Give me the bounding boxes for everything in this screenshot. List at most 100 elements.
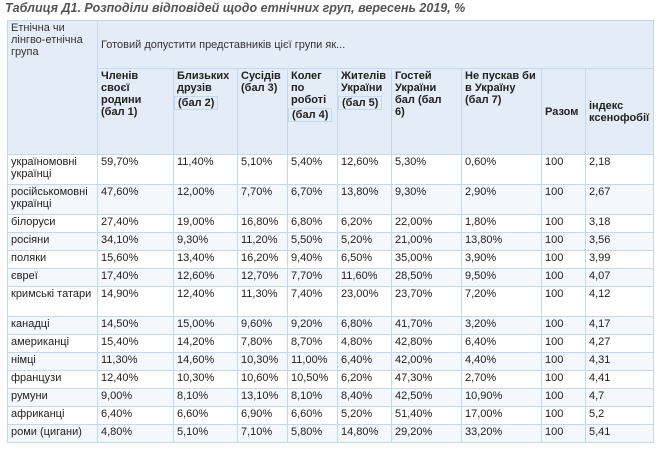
group-name-cell: румуни — [7, 388, 98, 407]
value-cell: 21,00% — [391, 232, 462, 251]
value-cell: 4,80% — [337, 334, 392, 353]
value-cell: 11,00% — [287, 352, 338, 371]
value-cell: 3,20% — [461, 316, 542, 335]
value-cell: 9,40% — [287, 250, 338, 269]
group-name-cell: російськомовні українці — [7, 184, 98, 215]
header-col-friends: Близьких друзів (бал 2) — [173, 68, 238, 155]
value-cell: 7,40% — [287, 286, 338, 317]
header-col-guests: Гостей України бал (бал 6) — [391, 68, 462, 155]
value-cell: 42,50% — [391, 388, 462, 407]
value-cell: 6,60% — [287, 406, 338, 425]
value-cell: 47,60% — [97, 184, 174, 215]
value-cell: 17,00% — [461, 406, 542, 425]
table-row: поляки 15,60% 13,40% 16,20% 9,40% 6,50% 35,00%… — [7, 250, 655, 269]
value-cell: 6,80% — [337, 316, 392, 335]
value-cell: 5,20% — [337, 406, 392, 425]
group-name-cell: україномовні українці — [7, 154, 98, 185]
xenophobia-index-cell: 4,07 — [584, 268, 655, 287]
group-name-cell: французи — [7, 370, 98, 389]
total-cell: 100 — [541, 286, 586, 317]
header-col-xenophobia-index: індекс ксенофобії — [584, 68, 655, 155]
value-cell: 11,30% — [97, 352, 174, 371]
total-cell: 100 — [541, 316, 586, 335]
header-col-family: Членів своєї родини (бал 1) — [97, 68, 174, 155]
value-cell: 15,40% — [97, 334, 174, 353]
value-cell: 5,20% — [337, 232, 392, 251]
table-caption: Таблиця Д1. Розподіли відповідей щодо ет… — [5, 1, 466, 15]
value-cell: 9,30% — [391, 184, 462, 215]
value-cell: 4,40% — [461, 352, 542, 371]
xenophobia-index-cell: 2,67 — [584, 184, 655, 215]
xenophobia-index-cell: 5,2 — [584, 406, 655, 425]
total-cell: 100 — [541, 214, 586, 233]
value-cell: 6,90% — [237, 406, 288, 425]
value-cell: 14,60% — [173, 352, 238, 371]
xenophobia-index-cell: 4,17 — [584, 316, 655, 335]
value-cell: 7,20% — [461, 286, 542, 317]
header-col-residents: Жителів України (бал 5) — [337, 68, 392, 155]
value-cell: 12,40% — [97, 370, 174, 389]
xenophobia-index-cell: 2,18 — [584, 154, 655, 185]
value-cell: 12,00% — [173, 184, 238, 215]
value-cell: 8,70% — [287, 334, 338, 353]
total-cell: 100 — [541, 406, 586, 425]
value-cell: 2,70% — [461, 370, 542, 389]
value-cell: 14,90% — [97, 286, 174, 317]
table-row: африканці 6,40% 6,60% 6,90% 6,60% 5,20% 51,40%… — [7, 406, 655, 425]
xenophobia-index-cell: 4,27 — [584, 334, 655, 353]
xenophobia-index-cell: 3,56 — [584, 232, 655, 251]
value-cell: 5,50% — [287, 232, 338, 251]
total-cell: 100 — [541, 424, 586, 443]
value-cell: 7,80% — [237, 334, 288, 353]
header-col-total: Разом — [541, 68, 586, 155]
value-cell: 23,00% — [337, 286, 392, 317]
value-cell: 41,70% — [391, 316, 462, 335]
value-cell: 23,70% — [391, 286, 462, 317]
total-cell: 100 — [541, 388, 586, 407]
xenophobia-index-cell: 3,99 — [584, 250, 655, 269]
value-cell: 1,80% — [461, 214, 542, 233]
value-cell: 47,30% — [391, 370, 462, 389]
table-row: євреї 17,40% 12,60% 12,70% 7,70% 11,60% 28,50%… — [7, 268, 655, 287]
value-cell: 42,00% — [391, 352, 462, 371]
header-ethnic-group: Етнічна чи лінгво-етнічна група — [7, 20, 98, 155]
value-cell: 16,80% — [237, 214, 288, 233]
table-row: американці 15,40% 14,20% 7,80% 8,70% 4,80% 42,… — [7, 334, 655, 353]
value-cell: 5,10% — [237, 154, 288, 185]
value-cell: 9,30% — [173, 232, 238, 251]
total-cell: 100 — [541, 232, 586, 251]
group-name-cell: роми (цигани) — [7, 424, 98, 443]
value-cell: 6,20% — [337, 214, 392, 233]
value-cell: 11,20% — [237, 232, 288, 251]
value-cell: 16,20% — [237, 250, 288, 269]
group-name-cell: африканці — [7, 406, 98, 425]
value-cell: 13,10% — [237, 388, 288, 407]
total-cell: 100 — [541, 184, 586, 215]
value-cell: 6,20% — [337, 370, 392, 389]
value-cell: 9,50% — [461, 268, 542, 287]
total-cell: 100 — [541, 352, 586, 371]
value-cell: 6,70% — [287, 184, 338, 215]
header-col-neighbors: Сусідів (бал 3) — [237, 68, 288, 155]
value-cell: 12,40% — [173, 286, 238, 317]
value-cell: 15,00% — [173, 316, 238, 335]
value-cell: 11,40% — [173, 154, 238, 185]
value-cell: 59,70% — [97, 154, 174, 185]
value-cell: 8,10% — [173, 388, 238, 407]
value-cell: 7,10% — [237, 424, 288, 443]
value-cell: 51,40% — [391, 406, 462, 425]
value-cell: 10,30% — [173, 370, 238, 389]
group-name-cell: німці — [7, 352, 98, 371]
value-cell: 13,80% — [337, 184, 392, 215]
value-cell: 42,80% — [391, 334, 462, 353]
table-row: кримські татари 14,90% 12,40% 11,30% 7,40% 23… — [7, 286, 655, 317]
value-cell: 28,50% — [391, 268, 462, 287]
table-row: канадці 14,50% 15,00% 9,60% 9,20% 6,80% 41,70%… — [7, 316, 655, 335]
value-cell: 11,30% — [237, 286, 288, 317]
total-cell: 100 — [541, 334, 586, 353]
value-cell: 12,60% — [337, 154, 392, 185]
table-body: україномовні українці 59,70% 11,40% 5,10% 5,… — [7, 154, 655, 443]
value-cell: 7,70% — [237, 184, 288, 215]
value-cell: 5,10% — [173, 424, 238, 443]
header-col-colleagues: Колег по роботі (бал 4) — [287, 68, 338, 155]
